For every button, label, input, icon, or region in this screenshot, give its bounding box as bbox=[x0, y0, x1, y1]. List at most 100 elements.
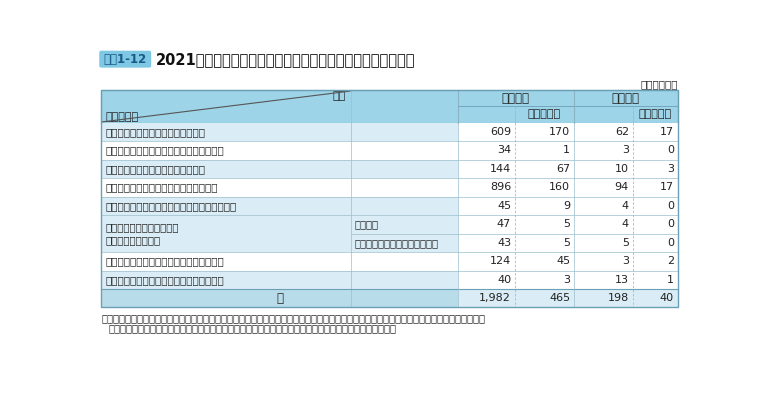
Bar bbox=[351, 123, 458, 141]
Text: 3: 3 bbox=[622, 256, 629, 266]
Text: 62: 62 bbox=[615, 127, 629, 137]
Bar bbox=[351, 178, 458, 197]
Text: 5: 5 bbox=[563, 219, 570, 229]
Bar bbox=[458, 234, 515, 252]
Text: 国土交通省経験者採用試験
（係長級（技術））: 国土交通省経験者採用試験 （係長級（技術）） bbox=[106, 222, 179, 245]
Text: 農林水産省経験者採用試験（係長級（技術））: 農林水産省経験者採用試験（係長級（技術）） bbox=[106, 201, 237, 211]
Text: 3: 3 bbox=[622, 146, 629, 156]
Text: （単位：人）: （単位：人） bbox=[640, 79, 678, 89]
Bar bbox=[515, 123, 574, 141]
Text: 5: 5 bbox=[563, 238, 570, 248]
Bar bbox=[101, 141, 351, 160]
Bar bbox=[351, 141, 458, 160]
Bar bbox=[101, 123, 351, 141]
Bar bbox=[351, 215, 458, 234]
Text: 0: 0 bbox=[667, 238, 674, 248]
Bar bbox=[574, 215, 633, 234]
Text: 4: 4 bbox=[622, 201, 629, 211]
Text: 1,982: 1,982 bbox=[480, 293, 511, 303]
Bar bbox=[515, 270, 574, 289]
Text: 本省区分: 本省区分 bbox=[355, 219, 378, 229]
Text: （注）経験者採用試験（係長級（事務））は、会計検査院、内閣府、金融庁、デジタル庁、外務省、財務省、文部科学省、厚生労働省、農林水: （注）経験者採用試験（係長級（事務））は、会計検査院、内閣府、金融庁、デジタル庁… bbox=[101, 314, 485, 324]
Text: 国税庁経験者採用試験（国税調査官級）: 国税庁経験者採用試験（国税調査官級） bbox=[106, 182, 218, 192]
Text: 170: 170 bbox=[549, 127, 570, 137]
Text: 計: 計 bbox=[276, 292, 283, 305]
Bar bbox=[458, 141, 515, 160]
Bar bbox=[633, 215, 678, 234]
Bar bbox=[458, 289, 515, 308]
Bar bbox=[101, 90, 678, 123]
Text: 94: 94 bbox=[615, 182, 629, 192]
Text: 合格者数: 合格者数 bbox=[612, 92, 640, 104]
Text: 10: 10 bbox=[615, 164, 629, 174]
Bar bbox=[458, 215, 515, 234]
Bar bbox=[101, 160, 351, 178]
Bar bbox=[515, 141, 574, 160]
Text: うち女性数: うち女性数 bbox=[638, 109, 672, 119]
Bar bbox=[574, 270, 633, 289]
Bar bbox=[574, 141, 633, 160]
Bar bbox=[515, 160, 574, 178]
Bar bbox=[515, 197, 574, 215]
Bar bbox=[574, 289, 633, 308]
Bar bbox=[515, 289, 574, 308]
Text: 67: 67 bbox=[556, 164, 570, 174]
Text: うち女性数: うち女性数 bbox=[528, 109, 561, 119]
Text: 2021年度経験者採用試験の試験の種類別申込者数・合格者数: 2021年度経験者採用試験の試験の種類別申込者数・合格者数 bbox=[156, 52, 415, 67]
Text: 609: 609 bbox=[490, 127, 511, 137]
Text: 17: 17 bbox=[660, 127, 674, 137]
Bar bbox=[351, 234, 458, 252]
Text: 3: 3 bbox=[563, 275, 570, 285]
Text: 項目: 項目 bbox=[333, 92, 346, 102]
Text: 13: 13 bbox=[615, 275, 629, 285]
Bar bbox=[351, 197, 458, 215]
Text: 40: 40 bbox=[660, 293, 674, 303]
Text: 2: 2 bbox=[667, 256, 674, 266]
Bar bbox=[351, 160, 458, 178]
Bar bbox=[515, 178, 574, 197]
Text: 総務省経験者採用試験（係長級（技術））: 総務省経験者採用試験（係長級（技術）） bbox=[106, 146, 225, 156]
Bar bbox=[101, 215, 351, 252]
Text: 産省、経済産業省、国土交通省及び環境省の事務系の係長級の職員を採用するために実施した試験である。: 産省、経済産業省、国土交通省及び環境省の事務系の係長級の職員を採用するために実施… bbox=[109, 323, 397, 333]
Bar bbox=[101, 178, 351, 197]
Text: 9: 9 bbox=[563, 201, 570, 211]
Bar bbox=[574, 234, 633, 252]
Text: 47: 47 bbox=[497, 219, 511, 229]
Text: 外務省経験者採用試験（書記官級）: 外務省経験者採用試験（書記官級） bbox=[106, 164, 206, 174]
Text: 45: 45 bbox=[556, 256, 570, 266]
Text: 0: 0 bbox=[667, 219, 674, 229]
Text: 896: 896 bbox=[490, 182, 511, 192]
Text: 4: 4 bbox=[622, 219, 629, 229]
Bar bbox=[458, 178, 515, 197]
Bar bbox=[574, 160, 633, 178]
Bar bbox=[351, 252, 458, 270]
Bar bbox=[458, 123, 515, 141]
Bar bbox=[574, 178, 633, 197]
Text: 144: 144 bbox=[490, 164, 511, 174]
Text: 43: 43 bbox=[497, 238, 511, 248]
Bar bbox=[633, 270, 678, 289]
Bar bbox=[633, 178, 678, 197]
Text: 17: 17 bbox=[660, 182, 674, 192]
Bar bbox=[458, 270, 515, 289]
Text: 観光庁経験者採用試験（係長級（事務））: 観光庁経験者採用試験（係長級（事務）） bbox=[106, 256, 225, 266]
Bar bbox=[458, 252, 515, 270]
Bar bbox=[515, 234, 574, 252]
Text: 160: 160 bbox=[549, 182, 570, 192]
Text: 0: 0 bbox=[667, 146, 674, 156]
Bar bbox=[574, 123, 633, 141]
Bar bbox=[101, 90, 678, 308]
Bar bbox=[633, 141, 678, 160]
Bar bbox=[515, 252, 574, 270]
Bar bbox=[101, 289, 678, 308]
Bar bbox=[633, 123, 678, 141]
Bar bbox=[633, 160, 678, 178]
Text: 資料1-12: 資料1-12 bbox=[103, 53, 147, 66]
Bar bbox=[574, 252, 633, 270]
Text: 気象庁経験者採用試験（係長級（技術））: 気象庁経験者採用試験（係長級（技術）） bbox=[106, 275, 225, 285]
Bar bbox=[458, 197, 515, 215]
Text: 申込者数: 申込者数 bbox=[502, 92, 530, 104]
Bar bbox=[633, 234, 678, 252]
Bar bbox=[101, 252, 351, 270]
Text: 34: 34 bbox=[497, 146, 511, 156]
